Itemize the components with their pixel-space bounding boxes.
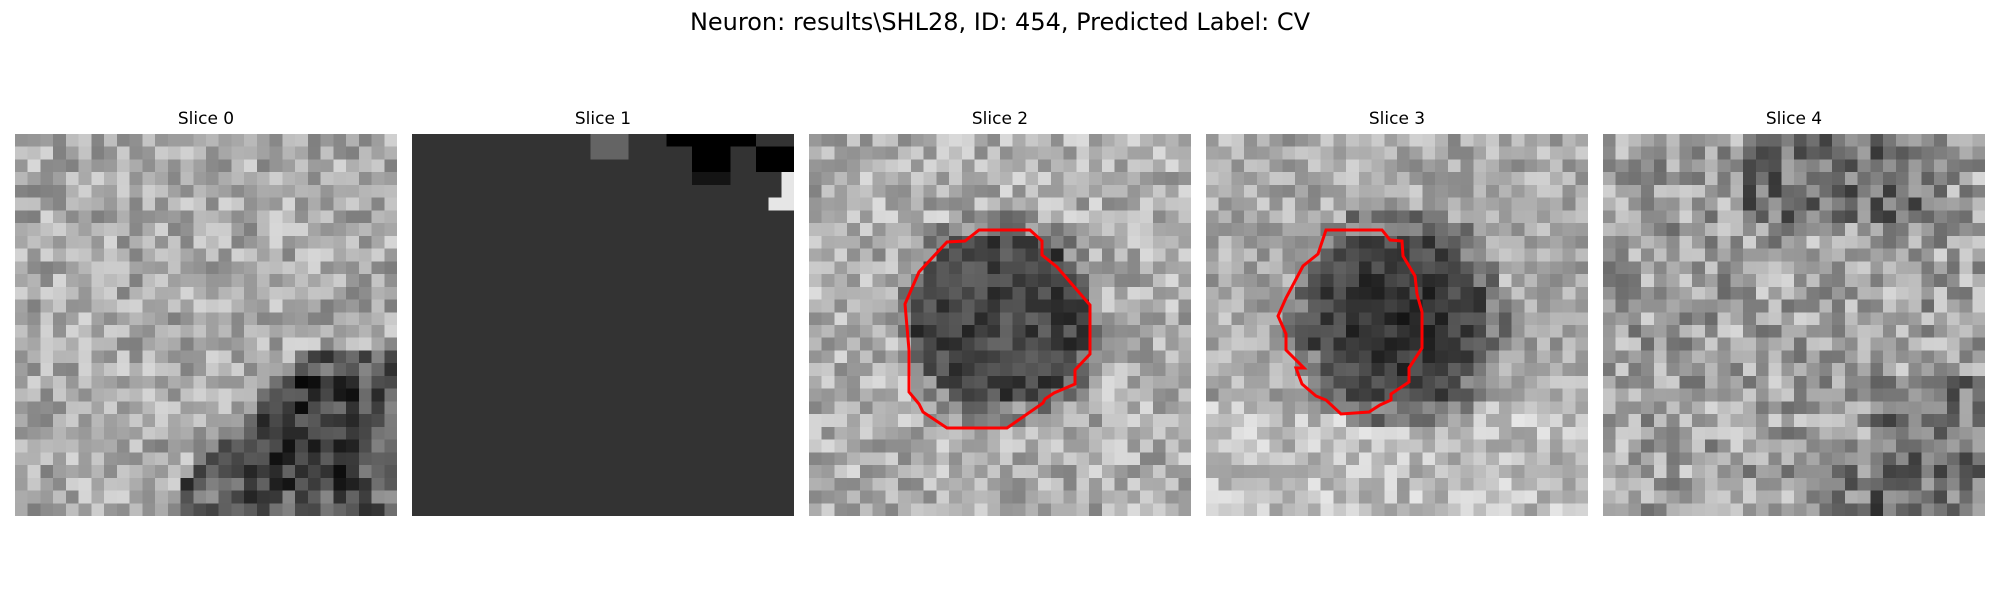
slice-title-1: Slice 1 <box>574 109 632 129</box>
slice-panel-4: Slice 4 <box>1603 108 1985 516</box>
slice-canvas-2 <box>809 134 1191 516</box>
figure-title: Neuron: results\SHL28, ID: 454, Predicte… <box>689 8 1311 36</box>
slice-panel-3: Slice 3 <box>1206 108 1588 516</box>
slice-image-3 <box>1206 134 1588 516</box>
slice-title-2: Slice 2 <box>971 109 1029 129</box>
slice-panel-0: Slice 0 <box>15 108 397 516</box>
slice-image-2 <box>809 134 1191 516</box>
slice-image-1 <box>412 134 794 516</box>
slice-canvas-3 <box>1206 134 1588 516</box>
slice-image-4 <box>1603 134 1985 516</box>
slice-title-4: Slice 4 <box>1765 109 1823 129</box>
slice-panel-2: Slice 2 <box>809 108 1191 516</box>
slice-canvas-4 <box>1603 134 1985 516</box>
slice-canvas-1 <box>412 134 794 516</box>
slice-image-0 <box>15 134 397 516</box>
slice-panel-1: Slice 1 <box>412 108 794 516</box>
slice-title-0: Slice 0 <box>177 109 235 129</box>
slice-title-3: Slice 3 <box>1368 109 1426 129</box>
slice-canvas-0 <box>15 134 397 516</box>
